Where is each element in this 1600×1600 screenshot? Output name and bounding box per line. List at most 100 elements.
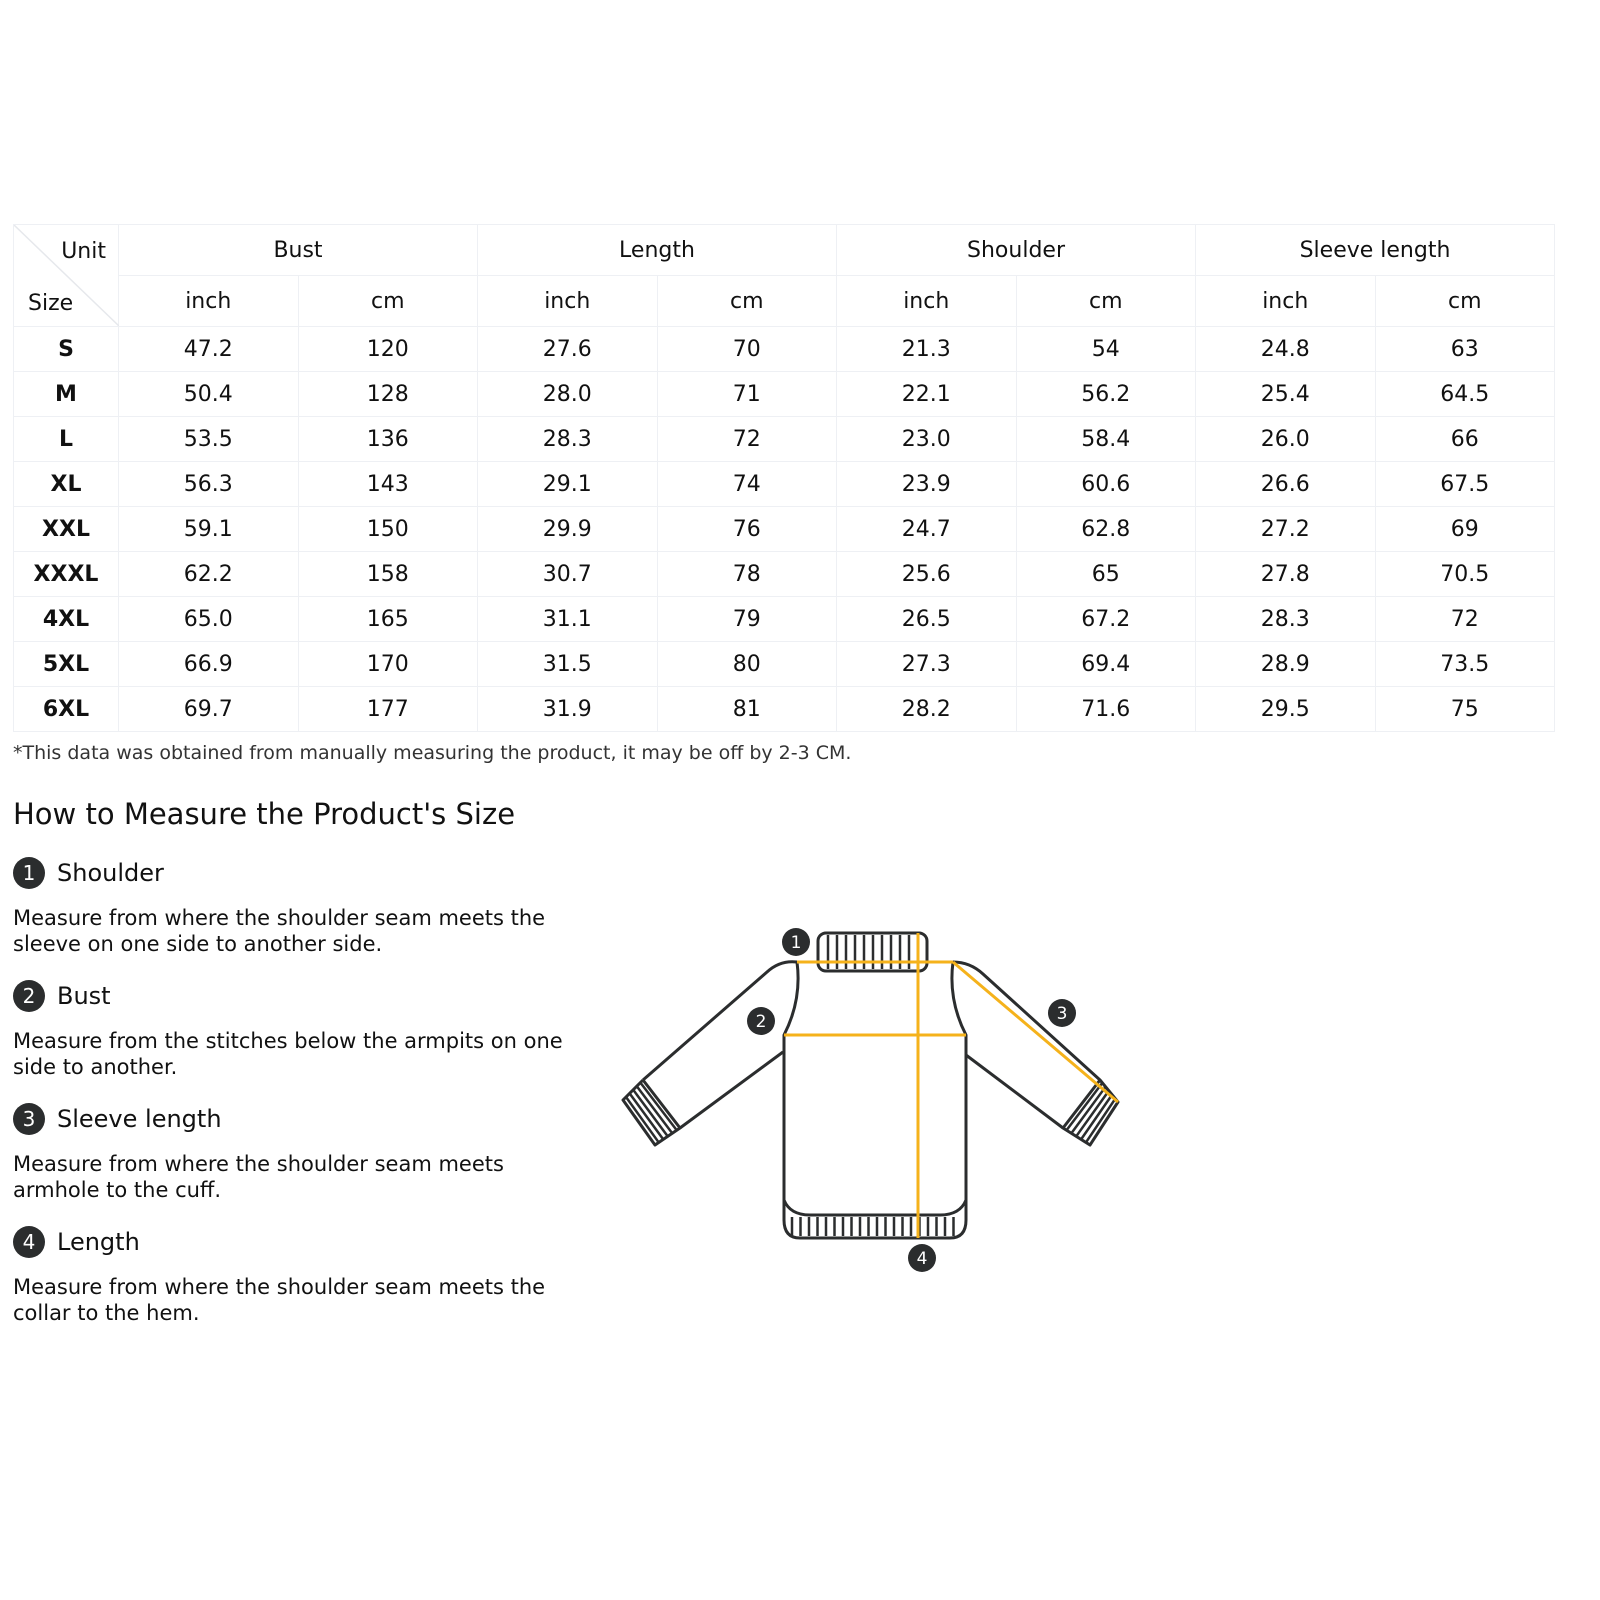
svg-text:4: 4: [917, 1249, 928, 1269]
value-cell: 31.1: [477, 596, 658, 642]
value-cell: 65.0: [118, 596, 299, 642]
header-bust: Bust: [118, 224, 478, 276]
unit-label: Unit: [61, 239, 106, 264]
value-cell: 69: [1374, 506, 1555, 552]
value-cell: 25.6: [836, 551, 1017, 597]
header-shoulder: Shoulder: [836, 224, 1196, 276]
value-cell: 67.2: [1015, 596, 1196, 642]
badge-1-icon: 1: [782, 928, 810, 956]
howto-item-length: 4 Length Measure from where the shoulder …: [13, 1226, 573, 1326]
size-cell: S: [13, 326, 119, 372]
table-row: XXXL 62.2 158 30.7 78 25.6 65 27.8 70.5: [13, 551, 1555, 597]
diagonal-divider: [14, 225, 119, 326]
value-cell: 28.9: [1195, 641, 1376, 687]
value-cell: 65: [1015, 551, 1196, 597]
table-row: 4XL 65.0 165 31.1 79 26.5 67.2 28.3 72: [13, 596, 1555, 642]
value-cell: 73.5: [1374, 641, 1555, 687]
table-row: M 50.4 128 28.0 71 22.1 56.2 25.4 64.5: [13, 371, 1555, 417]
value-cell: 31.5: [477, 641, 658, 687]
value-cell: 66: [1374, 416, 1555, 462]
value-cell: 69.7: [118, 686, 299, 732]
value-cell: 128: [297, 371, 478, 417]
value-cell: 31.9: [477, 686, 658, 732]
corner-header: Unit Size: [13, 224, 119, 327]
value-cell: 75: [1374, 686, 1555, 732]
item-desc: Measure from where the shoulder seam mee…: [13, 1152, 504, 1202]
value-cell: 69.4: [1015, 641, 1196, 687]
unit-header: inch: [477, 275, 658, 327]
value-cell: 80: [656, 641, 837, 687]
howto-item-shoulder: 1 Shoulder Measure from where the shoulde…: [13, 857, 573, 957]
table-row: S 47.2 120 27.6 70 21.3 54 24.8 63: [13, 326, 1555, 372]
value-cell: 24.7: [836, 506, 1017, 552]
value-cell: 53.5: [118, 416, 299, 462]
size-cell: L: [13, 416, 119, 462]
unit-header: cm: [656, 275, 837, 327]
value-cell: 66.9: [118, 641, 299, 687]
value-cell: 50.4: [118, 371, 299, 417]
measurement-note: *This data was obtained from manually me…: [13, 742, 852, 764]
value-cell: 67.5: [1374, 461, 1555, 507]
number-badge: 3: [13, 1103, 45, 1135]
value-cell: 136: [297, 416, 478, 462]
size-cell: 6XL: [13, 686, 119, 732]
value-cell: 63: [1374, 326, 1555, 372]
size-cell: M: [13, 371, 119, 417]
table-row: 5XL 66.9 170 31.5 80 27.3 69.4 28.9 73.5: [13, 641, 1555, 687]
number-badge: 1: [13, 857, 45, 889]
unit-header: cm: [1015, 275, 1196, 327]
svg-text:3: 3: [1057, 1004, 1068, 1024]
value-cell: 25.4: [1195, 371, 1376, 417]
value-cell: 27.6: [477, 326, 658, 372]
item-title: Shoulder: [57, 859, 164, 887]
value-cell: 120: [297, 326, 478, 372]
value-cell: 72: [1374, 596, 1555, 642]
value-cell: 158: [297, 551, 478, 597]
value-cell: 28.0: [477, 371, 658, 417]
value-cell: 70: [656, 326, 837, 372]
value-cell: 78: [656, 551, 837, 597]
value-cell: 177: [297, 686, 478, 732]
number-badge: 2: [13, 980, 45, 1012]
value-cell: 74: [656, 461, 837, 507]
item-title: Sleeve length: [57, 1105, 222, 1133]
table-row: XL 56.3 143 29.1 74 23.9 60.6 26.6 67.5: [13, 461, 1555, 507]
size-label: Size: [28, 291, 74, 316]
unit-header: inch: [1195, 275, 1376, 327]
sweater-outline: [621, 931, 1120, 1240]
value-cell: 70.5: [1374, 551, 1555, 597]
svg-text:2: 2: [756, 1012, 767, 1032]
value-cell: 143: [297, 461, 478, 507]
number-badge: 4: [13, 1226, 45, 1258]
item-title: Bust: [57, 982, 111, 1010]
measurement-lines: [784, 933, 1119, 1238]
table-row: 6XL 69.7 177 31.9 81 28.2 71.6 29.5 75: [13, 686, 1555, 732]
badge-3-icon: 3: [1048, 999, 1076, 1027]
sweater-diagram: 1 2 3 4: [621, 928, 1120, 1272]
sleeve-line: [952, 960, 1119, 1104]
badge-4-icon: 4: [908, 1244, 936, 1272]
value-cell: 150: [297, 506, 478, 552]
unit-header: inch: [118, 275, 299, 327]
value-cell: 54: [1015, 326, 1196, 372]
size-chart-table: Unit Size Bust Length Shoulder Sleeve le…: [13, 224, 1555, 732]
value-cell: 62.2: [118, 551, 299, 597]
value-cell: 26.0: [1195, 416, 1376, 462]
value-cell: 29.9: [477, 506, 658, 552]
value-cell: 71.6: [1015, 686, 1196, 732]
value-cell: 72: [656, 416, 837, 462]
value-cell: 23.9: [836, 461, 1017, 507]
value-cell: 27.8: [1195, 551, 1376, 597]
value-cell: 56.2: [1015, 371, 1196, 417]
value-cell: 26.5: [836, 596, 1017, 642]
item-desc: Measure from the stitches below the armp…: [13, 1029, 563, 1079]
value-cell: 79: [656, 596, 837, 642]
value-cell: 81: [656, 686, 837, 732]
value-cell: 26.6: [1195, 461, 1376, 507]
header-sleeve-length: Sleeve length: [1195, 224, 1555, 276]
value-cell: 24.8: [1195, 326, 1376, 372]
value-cell: 60.6: [1015, 461, 1196, 507]
item-desc: Measure from where the shoulder seam mee…: [13, 1275, 546, 1325]
howto-title: How to Measure the Product's Size: [13, 797, 516, 831]
size-cell: 5XL: [13, 641, 119, 687]
